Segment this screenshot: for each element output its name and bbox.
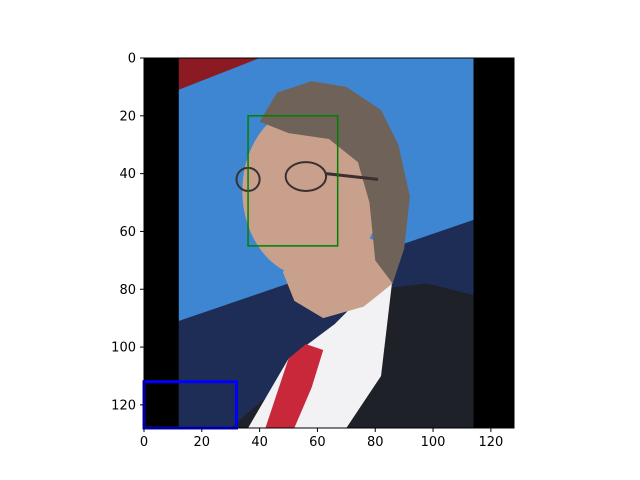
x-tick-label: 20 — [194, 435, 211, 450]
hair — [259, 81, 410, 284]
x-tick-label: 120 — [478, 435, 503, 450]
axes-frame — [143, 57, 515, 429]
x-tick-label: 60 — [309, 435, 326, 450]
glasses-arm — [325, 172, 379, 181]
x-tick-label: 0 — [140, 435, 148, 450]
right-black-bar — [473, 58, 514, 428]
x-tick-label: 40 — [251, 435, 268, 450]
y-axis: 0 20 40 60 80 100 120 — [111, 52, 144, 413]
y-tick-label: 40 — [119, 167, 136, 182]
y-tick-label: 20 — [119, 109, 136, 124]
photo-image — [144, 58, 514, 428]
x-axis: 0 20 40 60 80 100 120 — [140, 428, 503, 450]
tie — [265, 344, 324, 428]
y-tick-label: 100 — [111, 341, 136, 356]
x-tick-label: 100 — [421, 435, 446, 450]
y-tick-label: 80 — [119, 283, 136, 298]
y-tick-label: 60 — [119, 225, 136, 240]
x-tick-label: 80 — [367, 435, 384, 450]
bounding-box-1 — [247, 115, 339, 247]
left-black-bar — [144, 58, 179, 428]
y-tick-label: 120 — [111, 398, 136, 413]
glasses-lens-right — [284, 161, 328, 192]
y-tick-label: 0 — [128, 52, 136, 67]
